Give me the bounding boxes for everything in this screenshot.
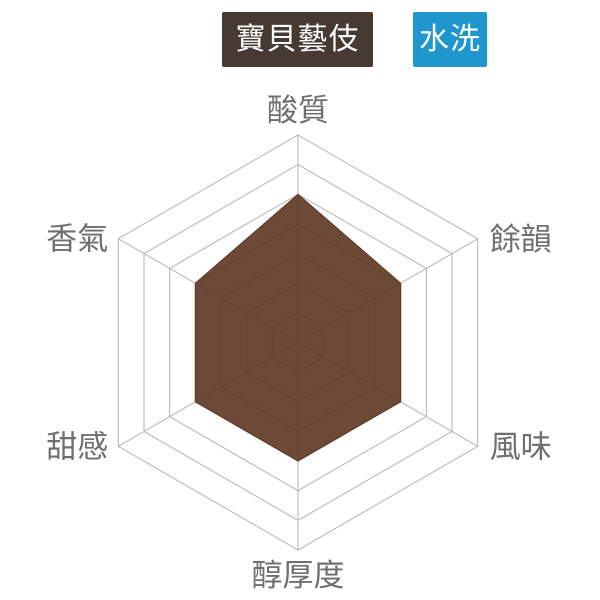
process-badge: 水洗 <box>413 12 487 67</box>
axis-label-5: 香氣 <box>46 222 108 257</box>
data-polygon <box>194 193 402 462</box>
axis-label-3: 醇厚度 <box>252 558 345 593</box>
axis-label-2: 風味 <box>490 429 552 464</box>
process-badge-label: 水洗 <box>419 23 481 56</box>
axis-label-4: 甜感 <box>46 429 108 464</box>
series-badge-label: 寶貝藝伎 <box>235 23 360 56</box>
axis-label-0: 酸質 <box>267 93 329 128</box>
axis-label-1: 餘韻 <box>490 222 552 257</box>
series-badge: 寶貝藝伎 <box>222 12 373 67</box>
